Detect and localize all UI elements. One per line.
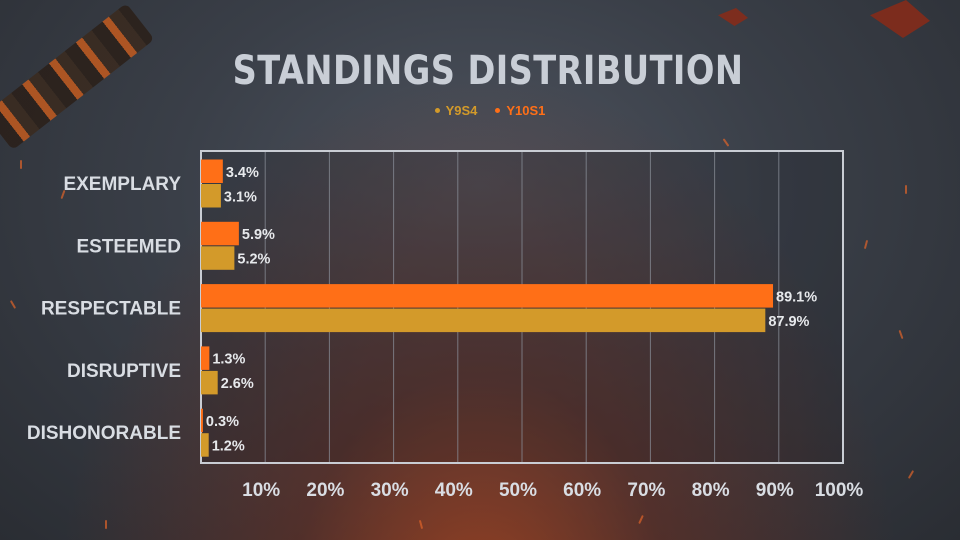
bar-y10s1 [201,159,223,183]
x-tick-label: 50% [499,480,537,501]
x-tick-label: 40% [435,480,473,501]
bar-y9s4 [201,246,235,270]
x-tick-label: 90% [756,480,794,501]
data-label: 89.1% [776,289,817,305]
bar-y9s4 [201,308,766,333]
legend-swatch-y10s1 [495,108,501,113]
legend-item-y9s4: Y9S4 [434,103,478,118]
ember [105,520,107,529]
legend-label-y9s4: Y9S4 [445,103,478,118]
data-label: 87.9% [768,314,809,330]
bar-y10s1 [201,284,774,308]
legend: Y9S4 Y10S1 [400,103,580,118]
legend-label-y10s1: Y10S1 [506,103,546,118]
bar-y9s4 [201,433,209,457]
data-label: 5.9% [242,227,275,243]
bar-y10s1 [201,408,203,433]
data-label: 2.6% [221,376,254,392]
category-label: EXEMPLARY [63,174,181,195]
legend-swatch-y9s4 [434,108,440,113]
x-tick-label: 60% [563,480,601,501]
data-label: 1.2% [212,438,245,454]
category-label: DISHONORABLE [27,423,181,444]
x-tick-label: 70% [627,480,665,501]
data-label: 5.2% [237,252,270,268]
bar-y10s1 [201,221,239,246]
bar-y9s4 [201,370,218,395]
category-label: DISRUPTIVE [67,361,181,382]
data-label: 3.1% [224,189,257,205]
ember [905,185,907,194]
x-tick-label: 10% [242,480,280,501]
bar-y9s4 [201,184,221,208]
bar-y10s1 [201,346,210,370]
x-tick-label: 30% [371,480,409,501]
data-label: 1.3% [212,352,245,368]
data-label: 3.4% [226,165,259,181]
x-tick-label: 20% [306,480,344,501]
ember [20,160,22,169]
category-label: RESPECTABLE [41,299,181,320]
chart-title: STANDINGS DISTRIBUTION [232,48,744,94]
x-tick-label: 100% [815,480,864,501]
category-label: ESTEEMED [76,236,181,257]
x-tick-label: 80% [692,480,730,501]
data-label: 0.3% [206,414,239,430]
legend-item-y10s1: Y10S1 [495,103,545,118]
